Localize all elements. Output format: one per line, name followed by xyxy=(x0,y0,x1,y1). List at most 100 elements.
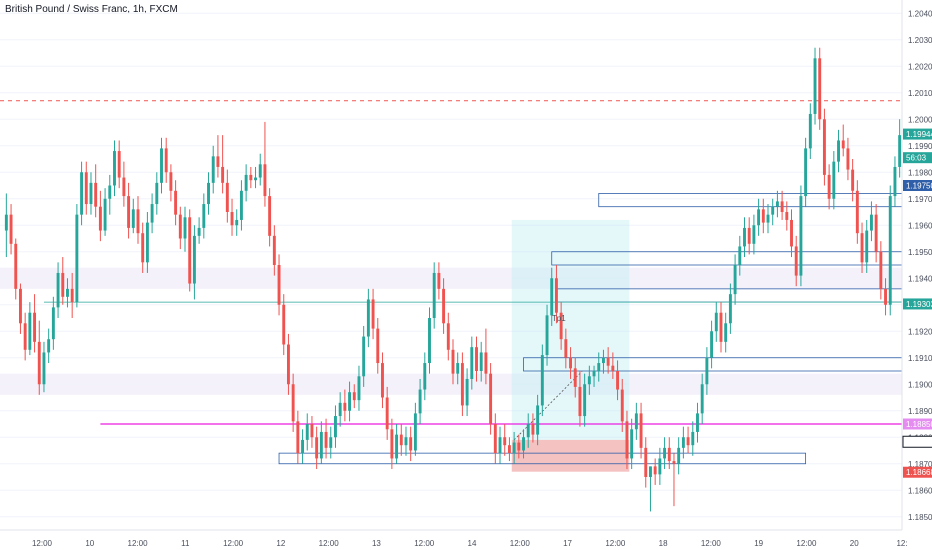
zone-rectangle[interactable] xyxy=(551,251,932,266)
candle-body xyxy=(554,278,558,313)
price-tag-label: 1.19944 xyxy=(906,130,932,139)
candle-body xyxy=(296,421,300,454)
position-target-zone[interactable] xyxy=(511,219,630,440)
candle-body xyxy=(286,344,290,385)
candle-body xyxy=(893,166,897,197)
candle-body xyxy=(601,357,605,364)
candle-body xyxy=(898,135,902,167)
candle-body xyxy=(329,437,333,448)
candle-body xyxy=(832,161,836,199)
time-tick-label: 12:00 xyxy=(32,539,53,548)
time-tick-label: 12:00 xyxy=(701,539,722,548)
price-tick-label: 1.18500 xyxy=(908,513,932,522)
zone-rectangle[interactable] xyxy=(278,452,807,465)
candle-body xyxy=(390,429,394,459)
price-tick-label: 1.19600 xyxy=(908,221,932,230)
candle-body xyxy=(249,174,253,181)
candle-body xyxy=(634,413,638,430)
position-path xyxy=(513,370,583,441)
candle-body xyxy=(804,148,808,197)
candle-body xyxy=(545,315,549,356)
candle-body xyxy=(362,336,366,377)
candle-body xyxy=(888,196,892,305)
candle-body xyxy=(799,196,803,276)
candle-body xyxy=(559,312,563,340)
candle-body xyxy=(108,185,112,199)
candle-body xyxy=(202,204,206,228)
candle-body xyxy=(61,272,65,297)
candle-body xyxy=(489,373,493,424)
candle-body xyxy=(550,278,554,316)
candle-body xyxy=(51,307,55,340)
candle-body xyxy=(254,177,257,181)
price-tick-label: 1.20300 xyxy=(908,36,932,45)
time-tick-label: 12:00 xyxy=(796,539,817,548)
time-tick-label: 12:00 xyxy=(128,539,149,548)
candle-body xyxy=(475,347,478,371)
candle-body xyxy=(352,392,356,401)
candle-body xyxy=(413,413,417,451)
candle-body xyxy=(813,58,817,114)
time-tick-label: 10 xyxy=(85,539,94,548)
candle-body xyxy=(103,198,107,231)
candle-body xyxy=(324,431,328,448)
candle-body xyxy=(282,304,286,345)
candle-body xyxy=(630,429,634,459)
candle-body xyxy=(672,461,676,464)
time-tick-label: 14 xyxy=(468,539,477,548)
candle-body xyxy=(423,363,427,390)
price-axis[interactable] xyxy=(902,0,932,550)
candle-body xyxy=(677,447,681,464)
candle-body xyxy=(145,222,149,263)
candle-body xyxy=(131,209,135,228)
candle-body xyxy=(169,172,173,191)
candle-body xyxy=(728,294,732,324)
candle-body xyxy=(667,447,671,462)
zone-rectangle[interactable] xyxy=(523,357,932,372)
candle-body xyxy=(174,190,178,215)
candle-body xyxy=(348,392,352,411)
time-tick-label: 12:00 xyxy=(223,539,244,548)
price-tag-label: 1.18783 xyxy=(906,438,932,447)
candle-body xyxy=(127,196,131,228)
candle-body xyxy=(884,288,888,305)
candle-body xyxy=(75,214,79,303)
time-tick-label: 12:00 xyxy=(605,539,626,548)
candle-body xyxy=(611,365,615,371)
price-tag xyxy=(902,435,932,448)
candle-body xyxy=(531,424,535,435)
candle-body xyxy=(512,442,516,454)
price-tick-label: 1.19800 xyxy=(908,168,932,177)
candle-body xyxy=(136,209,140,234)
time-tick-label: 18 xyxy=(659,539,668,548)
zone-rectangle[interactable] xyxy=(598,193,932,208)
position-stop-zone[interactable] xyxy=(511,439,630,472)
candle-body xyxy=(343,402,347,411)
candle-body xyxy=(268,196,272,236)
time-tick-label: 17 xyxy=(563,539,572,548)
candle-body xyxy=(747,227,751,244)
candle-body xyxy=(4,214,8,231)
price-tick-label: 1.20000 xyxy=(908,115,932,124)
candle-body xyxy=(860,233,864,263)
candle-body xyxy=(18,288,22,324)
candle-body xyxy=(583,384,587,417)
candle-body xyxy=(117,151,121,178)
candle-body xyxy=(272,235,276,265)
candle-body xyxy=(484,352,488,374)
candle-body xyxy=(620,389,624,422)
candle-body xyxy=(437,272,441,289)
candle-body xyxy=(432,272,436,318)
price-tag-label: 1.18850 xyxy=(906,420,932,429)
time-axis[interactable] xyxy=(0,530,902,550)
candle-body xyxy=(663,447,667,459)
candle-body xyxy=(381,363,384,398)
candle-body xyxy=(851,169,855,191)
candle-body xyxy=(785,212,789,220)
candle-body xyxy=(696,413,699,432)
candle-body xyxy=(366,299,370,337)
candle-body xyxy=(616,371,620,390)
price-tick-label: 1.19400 xyxy=(908,274,932,283)
candle-body xyxy=(691,431,695,446)
